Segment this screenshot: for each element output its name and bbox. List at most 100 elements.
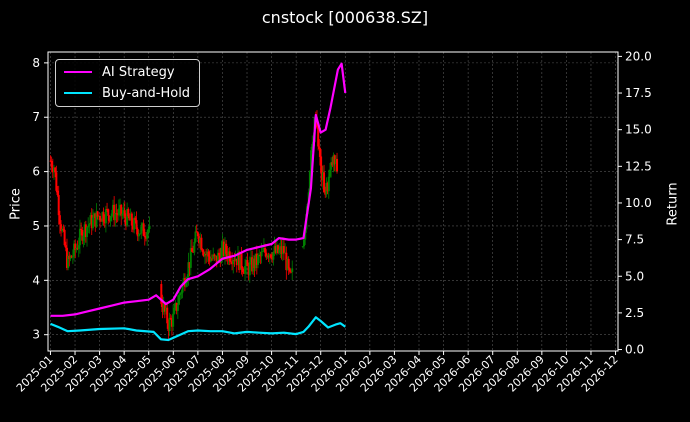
price-candle-body [179,293,182,296]
price-candle-body [235,258,238,266]
price-candle-body [170,319,173,327]
price-candle-body [175,303,178,311]
price-candle-body [106,209,109,210]
price-candle-body [83,224,86,236]
price-candle-body [209,258,212,262]
price-candle-body [98,215,101,221]
price-candle-body [101,212,104,222]
price-candle-body [227,251,230,259]
price-candle-body [195,231,198,233]
price-candle-body [147,228,150,233]
price-candle-body [124,216,127,226]
price-candle-body [233,260,236,261]
price-candle-body [111,204,114,214]
price-candle-body [136,228,139,237]
price-candle-body [221,241,224,249]
price-candle-body [278,249,281,253]
price-candle-body [277,245,280,253]
price-candle-body [331,162,334,166]
price-candle-body [205,253,208,255]
price-candle-body [108,215,111,221]
price-candle-body [148,225,151,229]
price-candle-body [80,228,83,230]
legend-swatch-bh [64,92,92,94]
price-candle-body [229,261,232,263]
price-candle-body [269,254,272,258]
price-candle-body [181,283,184,293]
price-candle-body [89,215,92,225]
price-candle-body [291,268,294,273]
price-candle-body [242,271,245,274]
price-candle-body [245,260,248,267]
price-candle-body [75,247,78,251]
price-candle-body [116,214,119,216]
price-candle-body [232,260,235,265]
price-candle-body [200,237,203,250]
legend-label-bh: Buy-and-Hold [102,85,191,101]
price-candle-body [81,229,84,241]
price-candle-body [264,248,267,253]
price-candle-body [63,229,66,246]
price-candle-body [311,144,314,151]
price-candle-body [334,158,337,164]
price-candle-body [280,246,283,255]
price-candle-body [126,209,129,226]
price-candle-body [260,251,263,257]
return-series [50,62,347,342]
y-right-tick-label: 12.5 [625,159,652,173]
price-candle-body [65,247,68,268]
price-candle-body [246,260,249,266]
price-candle-body [139,233,142,235]
price-candle-body [110,213,113,217]
price-candle-body [288,268,291,272]
price-candle-body [188,262,191,268]
price-candle-body [220,248,223,263]
price-candle-body [178,295,181,305]
price-candle-body [90,215,93,229]
price-candle-body [163,303,166,312]
price-candle-body [192,251,195,253]
price-candle-body [77,245,80,249]
price-candle-body [201,249,204,253]
price-candle-body [55,172,58,191]
price-candle-body [225,243,228,254]
price-candle-body [215,255,218,263]
price-candle-body [95,211,98,227]
y-right-tick-label: 15.0 [625,123,652,137]
price-candle-body [187,262,190,278]
price-candle-body [327,176,330,192]
price-candle-body [284,252,287,254]
price-candle-body [266,255,269,258]
legend-item-buy-and-hold: Buy-and-Hold [64,83,190,103]
price-candle-body [146,232,149,239]
price-candle-body [142,223,145,236]
price-candle-body [271,257,274,260]
price-candle-body [129,213,132,221]
price-candle-body [212,254,215,259]
y-left-tick-label: 5 [32,219,40,233]
price-candle-body [132,225,135,230]
price-candle-body [160,284,163,304]
price-candle-body [165,307,168,312]
price-candle-body [49,160,52,162]
price-candle-body [76,247,79,249]
price-candle-body [317,127,320,147]
price-candle-body [104,209,107,224]
price-candle-body [198,236,201,244]
price-candle-body [248,262,251,276]
price-candle-body [325,182,328,195]
price-candle-body [127,209,130,217]
price-candle-body [71,256,74,258]
price-candle-body [236,252,239,266]
price-candle-body [135,220,138,229]
price-candle-body [68,255,71,259]
price-candle-body [222,241,225,257]
y-right-tick-label: 7.5 [625,233,644,247]
price-candle-body [206,251,209,255]
price-candle-body [107,209,110,216]
price-candle-body [286,258,289,271]
price-candle-body [268,254,271,258]
price-candle-body [274,246,277,253]
price-candle-body [167,323,170,331]
